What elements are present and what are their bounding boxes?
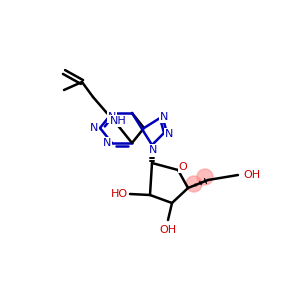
Text: N: N <box>90 123 98 133</box>
Circle shape <box>186 176 202 192</box>
Text: N: N <box>160 112 168 122</box>
Text: N: N <box>103 138 111 148</box>
Text: OH: OH <box>159 225 177 235</box>
Text: N: N <box>149 145 157 155</box>
Text: N: N <box>108 112 116 122</box>
Circle shape <box>197 169 213 185</box>
Text: OH: OH <box>243 170 261 180</box>
Text: HO: HO <box>110 189 127 199</box>
Text: O: O <box>178 162 188 172</box>
Text: N: N <box>165 129 173 139</box>
Text: NH: NH <box>110 116 126 126</box>
